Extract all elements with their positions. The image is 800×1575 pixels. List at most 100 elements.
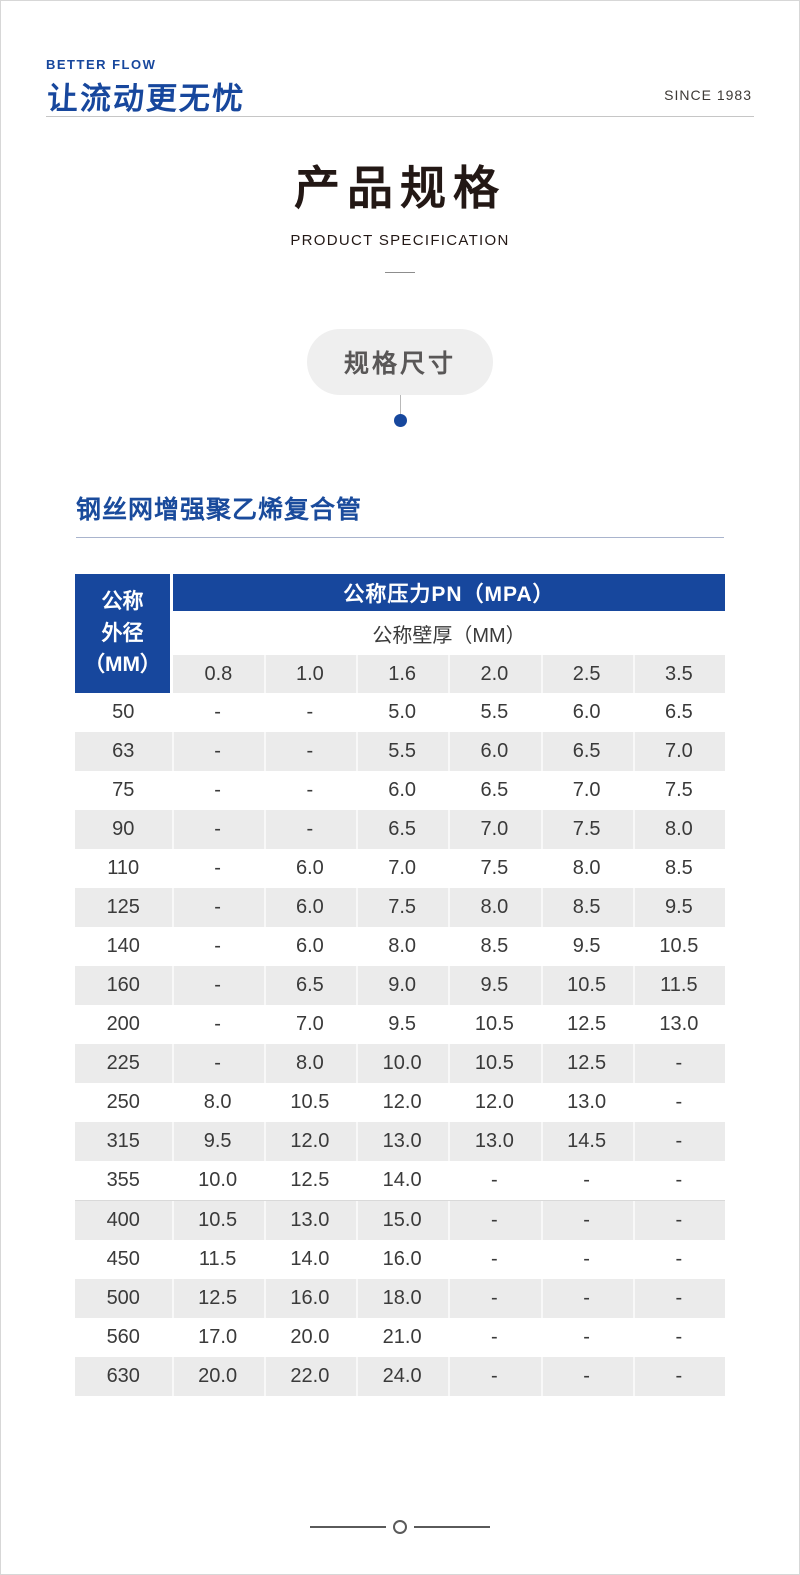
footer-line-right — [414, 1526, 490, 1528]
thickness-value-cell: - — [540, 1200, 633, 1240]
thickness-value-cell: 10.5 — [263, 1083, 356, 1122]
section-title: 钢丝网增强聚乙烯复合管 — [76, 490, 724, 538]
thickness-value-cell: - — [171, 732, 264, 771]
thickness-value-cell: - — [171, 693, 264, 732]
thickness-value-cell: - — [448, 1161, 541, 1201]
thickness-value-cell: - — [448, 1279, 541, 1318]
table-row: 110-6.0 7.0 7.5 8.0 8.5 — [75, 849, 725, 888]
thickness-value-cell: 8.0 — [171, 1083, 264, 1122]
thickness-value-cell: - — [448, 1240, 541, 1279]
thickness-value-cell: - — [632, 1122, 725, 1161]
thickness-value-cell: - — [171, 1005, 264, 1044]
outer-diameter-cell: 500 — [75, 1279, 172, 1318]
thickness-value-cell: 9.5 — [171, 1122, 264, 1161]
table-row: 125-6.0 7.5 8.0 8.5 9.5 — [75, 888, 725, 927]
thickness-value-cell: - — [632, 1318, 725, 1357]
thickness-value-cell: 7.0 — [632, 732, 725, 771]
thickness-value-cell: 9.5 — [448, 966, 541, 1005]
thickness-value-cell: - — [540, 1279, 633, 1318]
thickness-value-cell: 18.0 — [356, 1279, 449, 1318]
wall-thickness-header: 公称壁厚（MM） — [171, 611, 725, 655]
thickness-value-cell: 16.0 — [263, 1279, 356, 1318]
outer-diameter-cell: 250 — [75, 1083, 172, 1122]
thickness-value-cell: - — [632, 1279, 725, 1318]
outer-diameter-cell: 225 — [75, 1044, 172, 1083]
thickness-value-cell: - — [171, 927, 264, 966]
thickness-value-cell: 7.5 — [448, 849, 541, 888]
thickness-value-cell: - — [171, 1044, 264, 1083]
since-label: SINCE 1983 — [664, 87, 752, 103]
thickness-value-cell: 9.5 — [540, 927, 633, 966]
thickness-value-cell: - — [632, 1357, 725, 1396]
footer-line-left — [310, 1526, 386, 1528]
thickness-value-cell: 8.0 — [632, 810, 725, 849]
page-subtitle: PRODUCT SPECIFICATION — [290, 232, 510, 249]
table-row: 50- -5.0 5.5 6.0 6.5 — [75, 693, 725, 732]
outer-diameter-cell: 400 — [75, 1200, 172, 1240]
thickness-value-cell: 5.5 — [448, 693, 541, 732]
table-row: 75- -6.0 6.5 7.0 7.5 — [75, 771, 725, 810]
thickness-value-cell: 7.0 — [448, 810, 541, 849]
thickness-value-cell: - — [448, 1357, 541, 1396]
thickness-value-cell: 6.0 — [448, 732, 541, 771]
thickness-value-cell: 12.0 — [263, 1122, 356, 1161]
table-row: 63- -5.5 6.0 6.5 7.0 — [75, 732, 725, 771]
outer-diameter-cell: 50 — [75, 693, 172, 732]
pressure-column-header: 3.5 — [632, 655, 725, 693]
thickness-value-cell: 6.0 — [540, 693, 633, 732]
thickness-value-cell: 7.5 — [356, 888, 449, 927]
thickness-value-cell: 9.5 — [356, 1005, 449, 1044]
pressure-column-header: 0.8 — [171, 655, 264, 693]
outer-diameter-cell: 90 — [75, 810, 172, 849]
thickness-value-cell: 10.5 — [448, 1044, 541, 1083]
thickness-value-cell: 14.5 — [540, 1122, 633, 1161]
thickness-value-cell: 10.0 — [171, 1161, 264, 1201]
table-header-row: 公称 外径 （MM） 公称压力PN（MPA） — [75, 574, 725, 693]
thickness-value-cell: - — [448, 1200, 541, 1240]
outer-diameter-cell: 200 — [75, 1005, 172, 1044]
pressure-column-header: 2.5 — [540, 655, 633, 693]
outer-diameter-cell: 75 — [75, 771, 172, 810]
thickness-value-cell: 6.5 — [448, 771, 541, 810]
thickness-value-cell: - — [632, 1083, 725, 1122]
outer-diameter-cell: 355 — [75, 1161, 172, 1201]
thickness-value-cell: - — [540, 1161, 633, 1201]
thickness-value-cell: - — [540, 1318, 633, 1357]
page-title: 产品规格 — [294, 162, 506, 214]
footer-decoration — [1, 1520, 799, 1534]
thickness-value-cell: 11.5 — [632, 966, 725, 1005]
title-block: 产品规格 PRODUCT SPECIFICATION — [1, 152, 799, 273]
thickness-value-cell: - — [540, 1240, 633, 1279]
thickness-value-cell: 13.0 — [632, 1005, 725, 1044]
thickness-value-cell: 10.5 — [540, 966, 633, 1005]
thickness-value-cell: 9.0 — [356, 966, 449, 1005]
thickness-value-cell: 6.5 — [540, 732, 633, 771]
thickness-value-cell: 8.5 — [540, 888, 633, 927]
thickness-value-cell: 8.0 — [448, 888, 541, 927]
thickness-value-cell: - — [263, 693, 356, 732]
thickness-value-cell: - — [171, 771, 264, 810]
thickness-value-cell: 6.5 — [263, 966, 356, 1005]
thickness-value-cell: 17.0 — [171, 1318, 264, 1357]
thickness-value-cell: 6.5 — [632, 693, 725, 732]
pressure-column-header: 1.0 — [263, 655, 356, 693]
spec-table: 公称 外径 （MM） 公称压力PN（MPA） 公称壁厚（MM） 0.8 1.0 1.… — [75, 574, 725, 1396]
thickness-value-cell: - — [540, 1357, 633, 1396]
table-row: 250 8.0 10.5 12.0 12.0 13.0- — [75, 1083, 725, 1122]
outer-diameter-cell: 110 — [75, 849, 172, 888]
table-subheader-row: 公称壁厚（MM） — [75, 611, 725, 655]
thickness-value-cell: 12.5 — [540, 1005, 633, 1044]
thickness-value-cell: 7.0 — [356, 849, 449, 888]
thickness-value-cell: - — [263, 732, 356, 771]
thickness-value-cell: 16.0 — [356, 1240, 449, 1279]
thickness-value-cell: 20.0 — [171, 1357, 264, 1396]
badge-connector-line — [399, 395, 401, 414]
table-row: 450 11.5 14.0 16.0- - - — [75, 1240, 725, 1279]
outer-diameter-cell: 315 — [75, 1122, 172, 1161]
badge-dot-icon — [393, 414, 407, 427]
outer-diameter-cell: 160 — [75, 966, 172, 1005]
spec-size-badge: 规格尺寸 — [306, 329, 493, 395]
table-row: 225-8.0 10.0 10.5 12.5- — [75, 1044, 725, 1083]
thickness-value-cell: 5.5 — [356, 732, 449, 771]
thickness-value-cell: 7.0 — [263, 1005, 356, 1044]
